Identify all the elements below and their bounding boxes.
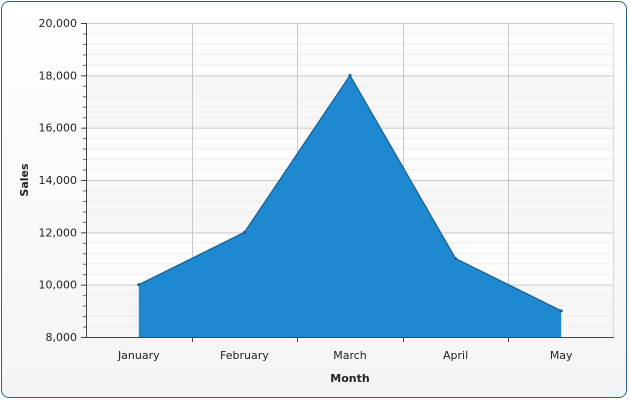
y-tick-label: 18,000 — [39, 69, 78, 82]
series-area-0 — [138, 75, 562, 337]
x-tick-label: May — [550, 349, 573, 362]
y-axis-title: Sales — [18, 163, 31, 197]
x-axis-ticks: January February March April May — [117, 337, 573, 362]
x-tick-label: January — [117, 349, 160, 362]
series-layer — [137, 73, 563, 337]
axes — [86, 23, 614, 338]
data-point — [559, 309, 563, 313]
y-tick-label: 10,000 — [39, 279, 78, 292]
data-point — [454, 257, 458, 260]
y-axis-ticks: 8,000 10,000 12,000 14,000 16,000 18,000 20,00… — [39, 17, 86, 344]
x-tick-label: March — [333, 349, 367, 362]
y-tick-label: 12,000 — [39, 226, 78, 239]
data-point — [348, 73, 352, 77]
x-axis-title: Month — [330, 372, 369, 385]
y-tick-label: 16,000 — [39, 122, 78, 135]
y-tick-label: 20,000 — [39, 17, 78, 30]
x-tick-label: February — [220, 349, 269, 362]
plot-band — [86, 23, 614, 76]
data-point — [242, 230, 246, 234]
y-tick-label: 14,000 — [39, 174, 78, 187]
data-point — [137, 283, 141, 287]
y-tick-label: 8,000 — [46, 331, 78, 344]
x-tick-label: April — [443, 349, 468, 362]
